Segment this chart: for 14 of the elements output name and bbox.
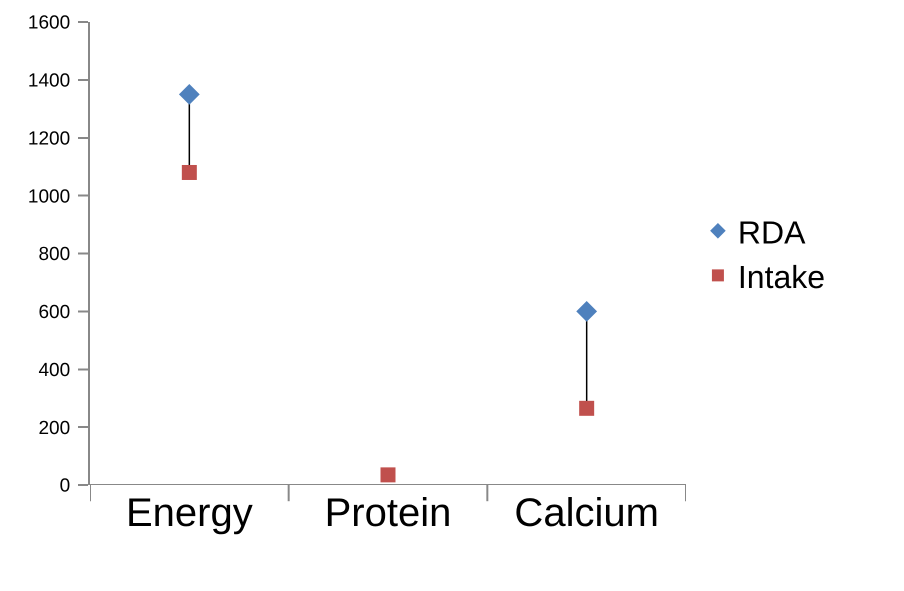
legend-label: Intake: [738, 258, 826, 295]
y-tick-label: 1000: [28, 186, 70, 208]
legend-label: RDA: [738, 214, 806, 250]
x-tick-label: Protein: [324, 491, 452, 535]
y-tick-label: 1600: [28, 12, 70, 34]
y-tick-label: 200: [38, 418, 70, 439]
x-tick-label: Calcium: [514, 491, 659, 535]
y-tick-label: 1200: [28, 128, 70, 150]
y-tick-label: 600: [38, 302, 70, 324]
y-tick-label: 0: [60, 476, 70, 497]
y-tick-label: 1400: [28, 70, 70, 92]
x-tick-label: Energy: [126, 491, 253, 535]
y-tick-label: 400: [38, 360, 70, 381]
y-tick-label: 800: [38, 244, 70, 266]
